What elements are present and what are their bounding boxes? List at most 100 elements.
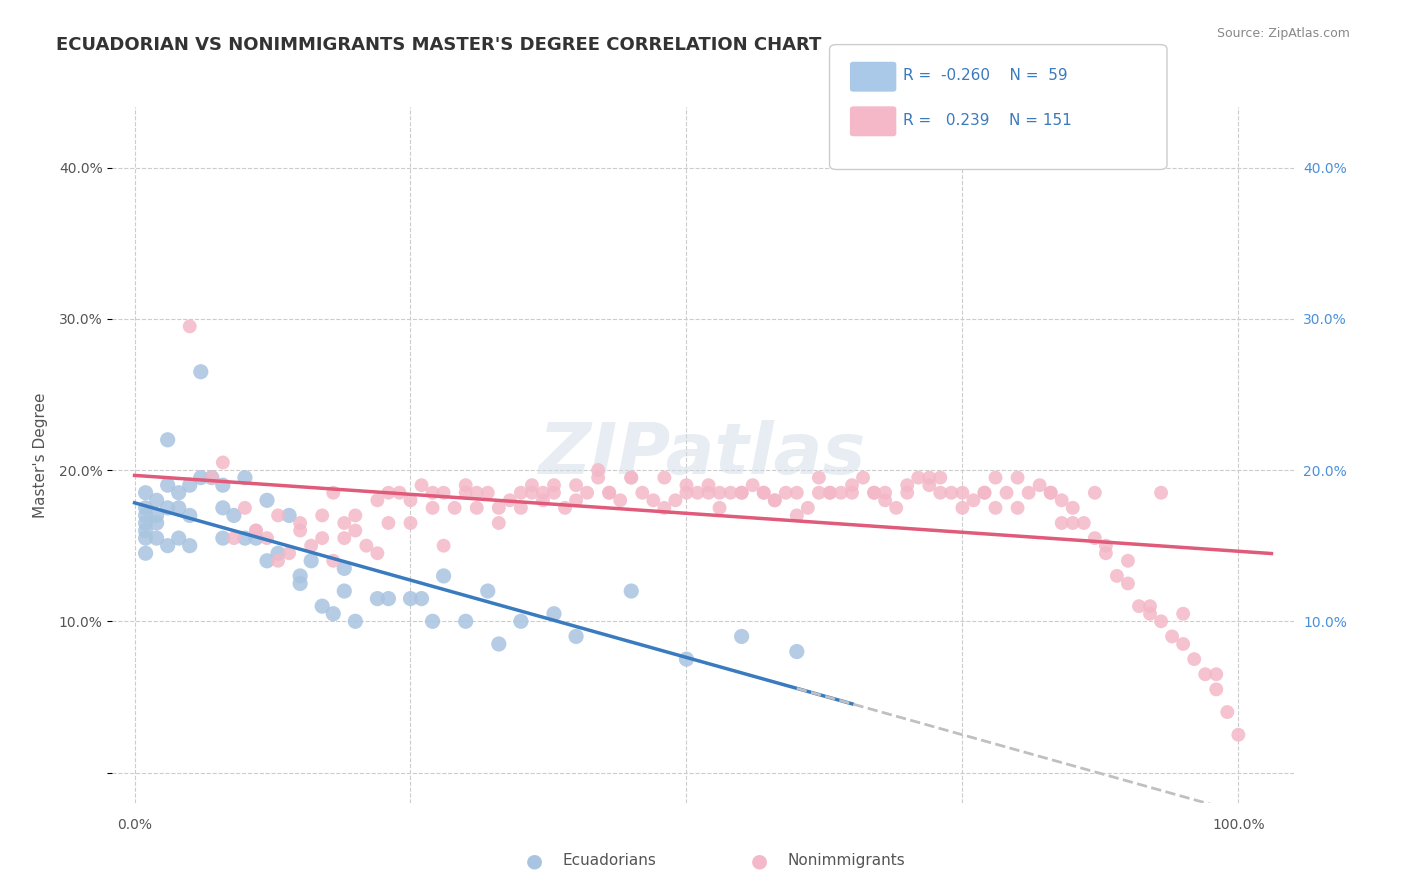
Point — [245, 524, 267, 538]
Point — [1116, 576, 1139, 591]
Point — [1039, 485, 1062, 500]
Point — [984, 500, 1007, 515]
Point — [786, 485, 808, 500]
Y-axis label: Master's Degree: Master's Degree — [32, 392, 48, 517]
Point — [212, 531, 235, 545]
Point — [135, 531, 157, 545]
Point — [741, 478, 763, 492]
Point — [1182, 652, 1205, 666]
Point — [156, 478, 179, 492]
Point — [233, 470, 256, 484]
Point — [233, 500, 256, 515]
Point — [543, 607, 565, 621]
Point — [388, 485, 411, 500]
Text: 100.0%: 100.0% — [1212, 818, 1264, 832]
Point — [797, 500, 820, 515]
Text: 0.0%: 0.0% — [117, 818, 152, 832]
Text: ●: ● — [751, 851, 768, 871]
Point — [1018, 485, 1040, 500]
Point — [509, 615, 531, 629]
Text: ●: ● — [526, 851, 543, 871]
Point — [1062, 500, 1084, 515]
Point — [609, 493, 631, 508]
Point — [167, 500, 190, 515]
Point — [763, 493, 786, 508]
Point — [299, 539, 322, 553]
Point — [1050, 516, 1073, 530]
Point — [1039, 485, 1062, 500]
Point — [399, 516, 422, 530]
Point — [896, 485, 918, 500]
Text: R =  -0.260    N =  59: R = -0.260 N = 59 — [903, 69, 1067, 83]
Point — [1084, 485, 1107, 500]
Point — [664, 493, 686, 508]
Point — [697, 485, 720, 500]
Point — [995, 485, 1018, 500]
Point — [201, 470, 224, 484]
Point — [620, 470, 643, 484]
Point — [973, 485, 995, 500]
Point — [852, 470, 875, 484]
Text: Nonimmigrants: Nonimmigrants — [787, 854, 905, 868]
Point — [565, 478, 588, 492]
Point — [763, 493, 786, 508]
Point — [145, 493, 167, 508]
Point — [135, 508, 157, 523]
Point — [422, 485, 444, 500]
Point — [411, 478, 433, 492]
Point — [509, 500, 531, 515]
Point — [1227, 728, 1250, 742]
Point — [929, 470, 952, 484]
Point — [1062, 516, 1084, 530]
Point — [863, 485, 886, 500]
Point — [465, 500, 488, 515]
Point — [686, 485, 709, 500]
Point — [311, 508, 333, 523]
Point — [807, 470, 830, 484]
Point — [322, 554, 344, 568]
Point — [201, 470, 224, 484]
Point — [366, 591, 388, 606]
Point — [654, 470, 676, 484]
Point — [377, 485, 399, 500]
Point — [907, 470, 929, 484]
Point — [1216, 705, 1239, 719]
Point — [333, 584, 356, 599]
Point — [818, 485, 841, 500]
Point — [786, 644, 808, 658]
Point — [807, 485, 830, 500]
Point — [1116, 554, 1139, 568]
Point — [433, 485, 456, 500]
Point — [256, 531, 278, 545]
Point — [454, 485, 477, 500]
Point — [520, 485, 543, 500]
Point — [179, 539, 201, 553]
Point — [299, 554, 322, 568]
Point — [950, 500, 973, 515]
Point — [344, 508, 367, 523]
Point — [488, 516, 510, 530]
Point — [1205, 667, 1227, 681]
Point — [156, 500, 179, 515]
Point — [233, 531, 256, 545]
Point — [598, 485, 620, 500]
Point — [145, 516, 167, 530]
Point — [433, 539, 456, 553]
Point — [256, 554, 278, 568]
Point — [654, 500, 676, 515]
Point — [586, 470, 609, 484]
Point — [520, 478, 543, 492]
Point — [433, 569, 456, 583]
Point — [720, 485, 742, 500]
Point — [167, 531, 190, 545]
Point — [598, 485, 620, 500]
Point — [245, 531, 267, 545]
Point — [709, 485, 731, 500]
Point — [730, 485, 752, 500]
Point — [288, 569, 311, 583]
Point — [1139, 599, 1161, 614]
Point — [135, 500, 157, 515]
Point — [278, 508, 301, 523]
Point — [730, 485, 752, 500]
Point — [841, 478, 863, 492]
